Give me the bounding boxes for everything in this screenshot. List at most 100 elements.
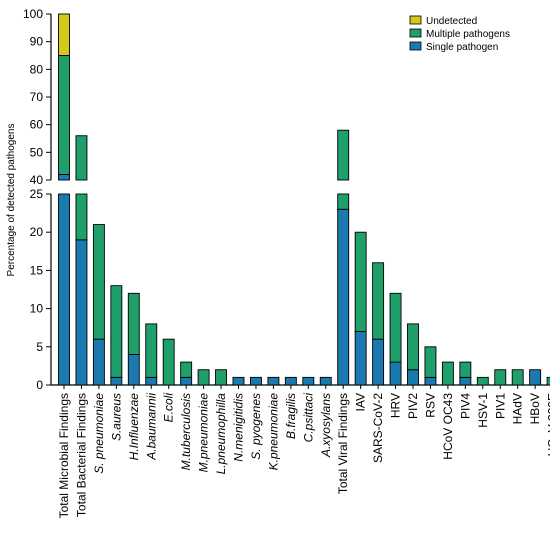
y-axis-label: Percentage of detected pathogens: [6, 124, 17, 277]
x-tick-label: A.baumannii: [144, 393, 158, 461]
legend-label: Undetected: [426, 16, 477, 27]
bar-segment-single-pathogen: [337, 208, 350, 386]
x-tick-label: RSV: [423, 393, 437, 418]
bar-segment-single-pathogen: [459, 376, 472, 386]
y-tick-label: 0: [36, 378, 43, 392]
x-tick-label: HBoV: [528, 393, 542, 424]
bar-segment-single-pathogen: [354, 331, 367, 386]
bar-segment-multiple-pathogens: [511, 369, 524, 386]
bar-segment-single-pathogen: [110, 376, 123, 386]
bar-segment-multiple-pathogens: [92, 224, 105, 340]
legend-swatch: [409, 28, 422, 38]
x-tick-label: L.pneumophilla: [214, 393, 228, 475]
x-tick-label: Total Microbial Findings: [57, 393, 71, 518]
bar-segment-multiple-pathogens: [162, 338, 175, 386]
x-tick-label: HCoV 229E: [546, 393, 550, 456]
y-tick-label: 20: [30, 225, 44, 239]
bar-segment-single-pathogen: [372, 338, 385, 386]
bar-segment-multiple-pathogens: [337, 129, 350, 181]
bar-segment-single-pathogen: [267, 376, 280, 386]
x-tick-label: Total Viral Findings: [336, 393, 350, 494]
legend-label: Single pathogen: [426, 42, 498, 53]
bar-segment-single-pathogen: [180, 376, 193, 386]
legend: Undetected Multiple pathogens Single patho…: [409, 15, 510, 53]
y-tick-label: 10: [30, 302, 44, 316]
bar-segment-multiple-pathogens: [58, 55, 70, 175]
x-tick-label: S.aureus: [109, 393, 123, 441]
bar-segment-multiple-pathogens: [75, 135, 88, 181]
bar-segment-multiple-pathogens: [459, 361, 472, 378]
bar-segment-multiple-pathogens: [337, 193, 350, 210]
bar-segment-single-pathogen: [145, 376, 158, 386]
x-tick-label: PIV4: [458, 393, 472, 419]
y-tick-label: 50: [30, 145, 44, 159]
x-tick-label: E.coli: [162, 393, 176, 423]
bar-segment-multiple-pathogens: [215, 369, 228, 386]
bar-segment-multiple-pathogens: [127, 292, 140, 355]
bar-segment-single-pathogen: [319, 376, 332, 386]
bar-segment-single-pathogen: [127, 353, 140, 386]
bar-segment-single-pathogen: [58, 193, 70, 386]
bar-segment-multiple-pathogens: [372, 262, 385, 340]
bar-segment-multiple-pathogens: [354, 231, 367, 332]
x-tick-label: Total Bacterial Findings: [74, 393, 88, 517]
x-tick-label: M.pneumoniae: [197, 393, 211, 473]
bar-segment-single-pathogen: [302, 376, 315, 386]
bar-segment-single-pathogen: [424, 376, 437, 386]
x-tick-label: H.Influenzae: [127, 393, 141, 461]
bar-segment-multiple-pathogens: [75, 193, 88, 241]
bar-segment-single-pathogen: [75, 239, 88, 386]
bar-segment-multiple-pathogens: [476, 376, 489, 386]
bar-segment-multiple-pathogens: [197, 369, 210, 386]
x-tick-label: HCoV OC43: [441, 393, 455, 460]
bar-segment-multiple-pathogens: [424, 346, 437, 378]
x-tick-label: IAV: [354, 393, 368, 411]
x-tick-label: S. pneumoniae: [92, 393, 106, 474]
y-tick-label: 70: [30, 90, 44, 104]
bar-segment-single-pathogen: [284, 376, 297, 386]
y-tick-label: 60: [30, 118, 44, 132]
y-tick-label: 90: [30, 35, 44, 49]
y-tick-label: 80: [30, 62, 44, 76]
legend-swatch: [409, 41, 422, 51]
bar-segment-multiple-pathogens: [145, 323, 158, 378]
x-tick-label: N.menigitidis: [232, 393, 246, 462]
y-tick-label: 40: [30, 173, 44, 187]
bar-segment-multiple-pathogens: [441, 361, 454, 386]
x-tick-label: A.xyosylans: [319, 393, 333, 458]
bar-segment-multiple-pathogens: [110, 285, 123, 378]
y-tick-label: 25: [30, 187, 44, 201]
x-tick-labels: Total Microbial Findings Total Bacterial …: [57, 393, 550, 519]
x-tick-label: SARS-CoV-2: [371, 393, 385, 463]
x-tick-label: B.fragilis: [284, 393, 298, 439]
y-tick-label: 100: [23, 7, 43, 21]
x-tick-label: HRV: [389, 393, 403, 418]
x-tick-label: PIV1: [493, 393, 507, 419]
bar-segment-multiple-pathogens: [180, 361, 193, 378]
x-tick-label: S. pyogenes: [249, 393, 263, 460]
bar-segment-undetected: [58, 13, 70, 56]
bar-segment-multiple-pathogens: [546, 376, 550, 386]
bar-segment-single-pathogen: [529, 369, 542, 386]
bar-segment-multiple-pathogens: [389, 292, 402, 363]
x-tick-label: M.tuberculosis: [179, 393, 193, 470]
x-tick-label: PIV2: [406, 393, 420, 419]
x-tick-label: C.psittaci: [301, 393, 315, 443]
legend-swatch: [409, 15, 422, 25]
bar-segment-single-pathogen: [389, 361, 402, 386]
y-tick-label: 5: [36, 340, 43, 354]
bars-group: [58, 13, 550, 386]
x-tick-label: HAdV: [511, 393, 525, 424]
bar-segment-single-pathogen: [407, 369, 419, 386]
bar-segment-single-pathogen: [249, 376, 262, 386]
y-tick-label: 15: [30, 263, 44, 277]
legend-label: Multiple pathogens: [426, 29, 510, 40]
bar-segment-multiple-pathogens: [407, 323, 419, 371]
bar-segment-multiple-pathogens: [494, 369, 507, 386]
bar-segment-single-pathogen: [92, 338, 105, 386]
bar-segment-single-pathogen: [58, 174, 70, 181]
bar-segment-single-pathogen: [232, 376, 245, 386]
x-tick-label: K.pneumoniae: [266, 393, 280, 471]
x-tick-label: HSV-1: [476, 393, 490, 428]
